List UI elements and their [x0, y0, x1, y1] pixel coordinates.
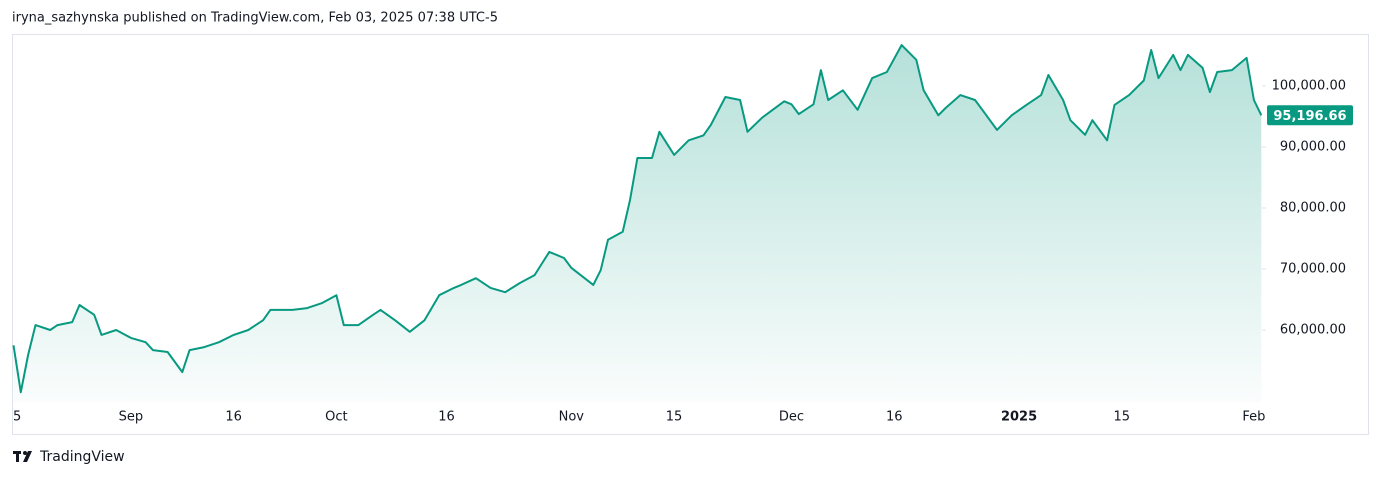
area-fill	[13, 45, 1262, 402]
x-tick-label: Feb	[1242, 410, 1265, 425]
x-tick-label: Oct	[325, 410, 347, 425]
logo	[13, 451, 32, 462]
x-tick-label: 15	[666, 410, 683, 425]
x-tick-label: Dec	[779, 410, 804, 425]
brand: TradingView	[39, 449, 125, 465]
header: iryna_sazhynska published on TradingView…	[12, 11, 498, 26]
x-tick-label: 5	[13, 410, 21, 425]
y-tick-label: 100,000.00	[1272, 78, 1346, 93]
x-tick-label: 16	[438, 410, 455, 425]
x-tick-label: Nov	[559, 410, 585, 425]
last-price-label: 95,196.66	[1273, 109, 1346, 124]
last-price-box	[1267, 105, 1353, 126]
x-tick-label: Sep	[119, 410, 144, 425]
x-tick-label: 16	[886, 410, 903, 425]
x-tick-label: 15	[1114, 410, 1131, 425]
x-tick-label: 2025	[1001, 410, 1037, 425]
x-tick-label: 16	[225, 410, 242, 425]
y-tick-label: 60,000.00	[1280, 323, 1346, 338]
price-line	[12, 44, 1263, 394]
y-tick-label: 80,000.00	[1280, 201, 1346, 216]
frame	[12, 34, 1369, 435]
y-tick-label: 90,000.00	[1280, 140, 1346, 155]
y-tick-label: 70,000.00	[1280, 262, 1346, 277]
